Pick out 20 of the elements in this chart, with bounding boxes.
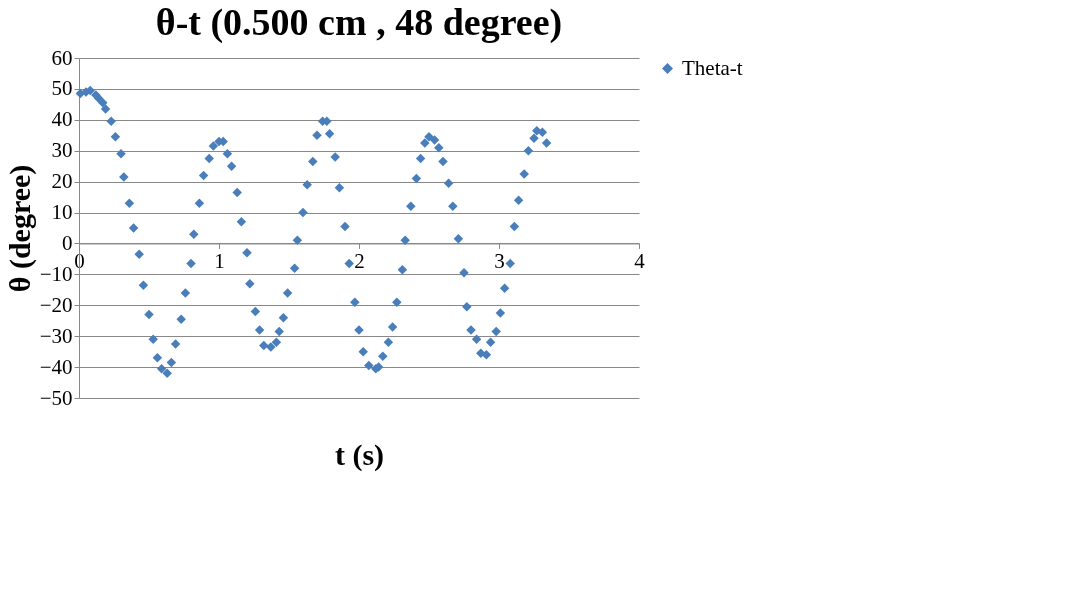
x-tick-label: 2 (354, 248, 365, 273)
y-tick-label: 50 (51, 76, 73, 101)
x-axis-title: t (s) (334, 437, 385, 472)
y-axis-title: θ (degree) (2, 164, 37, 293)
x-tick-label: 4 (634, 248, 646, 273)
y-tick-label: 30 (51, 138, 73, 163)
y-tick-label: 60 (51, 45, 73, 70)
y-tick-label: 10 (51, 200, 73, 225)
y-tick-label: −10 (39, 261, 73, 286)
x-tick-label: 3 (494, 248, 505, 273)
y-tick-label: −20 (39, 292, 73, 317)
y-tick-label: 40 (51, 107, 73, 132)
y-tick-label: 0 (62, 230, 73, 255)
legend-label: Theta-t (682, 55, 743, 80)
y-tick-label: −40 (39, 354, 73, 379)
y-tick-label: 20 (51, 169, 73, 194)
y-tick-label: −30 (39, 323, 73, 348)
chart-title: θ-t (0.500 cm , 48 degree) (155, 1, 563, 44)
y-tick-label: −50 (39, 385, 73, 410)
x-tick-label: 1 (214, 248, 225, 273)
